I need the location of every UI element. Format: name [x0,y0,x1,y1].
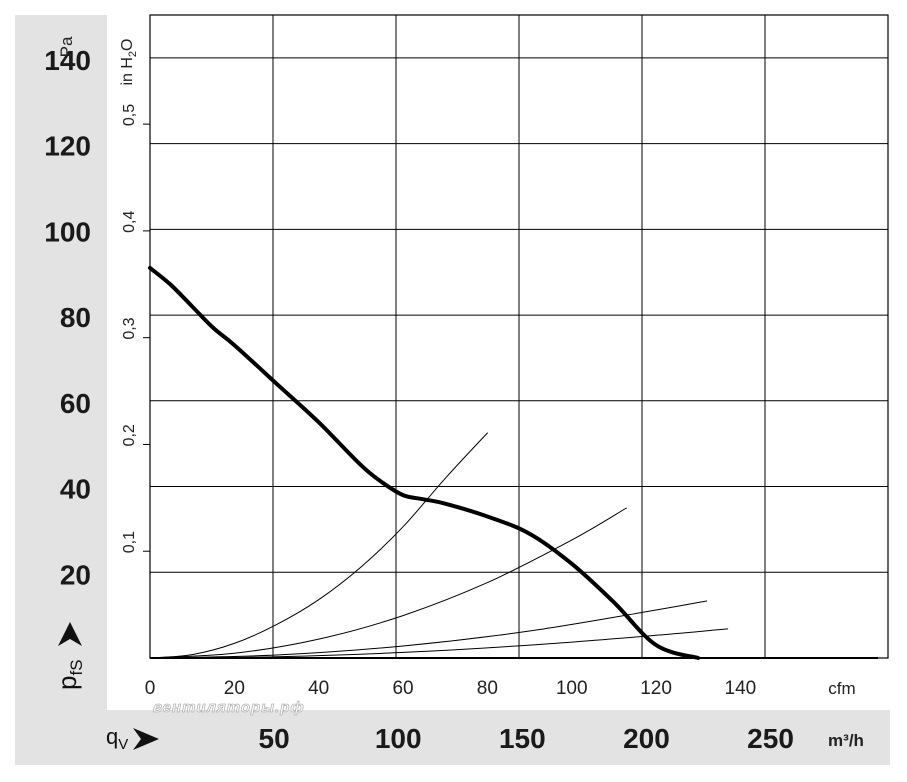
x-axis-cfm-ticks: 0 20 40 60 80 100 120 140 [145,678,757,699]
grid [149,14,889,659]
x-axis-m3h-tick-label: 100 [375,723,422,754]
y-axis-symbol: pfS [52,659,86,690]
system-curve-line [149,432,488,659]
left-axis-tick-label: 20 [60,559,91,590]
x-axis-cfm-unit: cfm [828,679,855,698]
inner-axis-ticks: 0,1 0,2 0,3 0,4 0,5 [121,104,150,553]
x-axis-cfm-tick-label: 120 [640,678,672,699]
inner-axis-tick-label: 0,3 [121,317,138,339]
left-axis-tick-label: 80 [60,302,91,333]
bottom-axis-panel [15,710,890,765]
left-axis-tick-label: 140 [44,45,91,76]
system-curve-line [149,600,708,659]
x-axis-cfm-tick-label: 20 [224,678,245,699]
x-axis-m3h-unit: m³/h [828,731,864,750]
x-axis-symbol: qV [106,724,128,753]
left-axis-tick-label: 60 [60,388,91,419]
x-axis-cfm-tick-label: 40 [308,678,329,699]
inner-axis-tick-label: 0,2 [121,424,138,446]
x-axis-cfm-tick-label: 0 [145,678,156,699]
inner-axis-tick-label: 0,5 [121,104,138,126]
y-axis-arrow-icon [58,622,82,646]
x-axis-m3h-tick-label: 200 [623,723,670,754]
left-axis-ticks: 20 40 60 80 100 120 140 [44,45,91,590]
fan-curve-line [148,265,701,660]
x-axis-m3h-tick-label: 250 [747,723,794,754]
x-axis-cfm-tick-label: 140 [725,678,757,699]
inner-axis-unit: in H2O [119,38,139,85]
watermark: вентиляторы.рф [153,699,305,716]
inner-axis-tick-label: 0,4 [121,211,138,233]
x-axis-m3h-tick-label: 50 [259,723,290,754]
x-axis-m3h-ticks: 50 100 150 200 250 [259,723,794,754]
x-axis-arrow-icon [133,728,159,750]
x-axis-cfm-tick-label: 100 [556,678,588,699]
left-axis-tick-label: 100 [44,216,91,247]
x-axis-cfm-tick-label: 60 [392,678,413,699]
left-axis-tick-label: 120 [44,131,91,162]
x-axis-m3h-tick-label: 150 [499,723,546,754]
x-axis-cfm-tick-label: 80 [477,678,498,699]
system-curve-line [149,507,627,659]
inner-axis-tick-label: 0,1 [121,531,138,553]
system-curve-line [149,628,729,659]
series-layer [148,265,729,660]
left-axis-tick-label: 40 [60,474,91,505]
left-axis-unit: Pa [57,36,76,57]
